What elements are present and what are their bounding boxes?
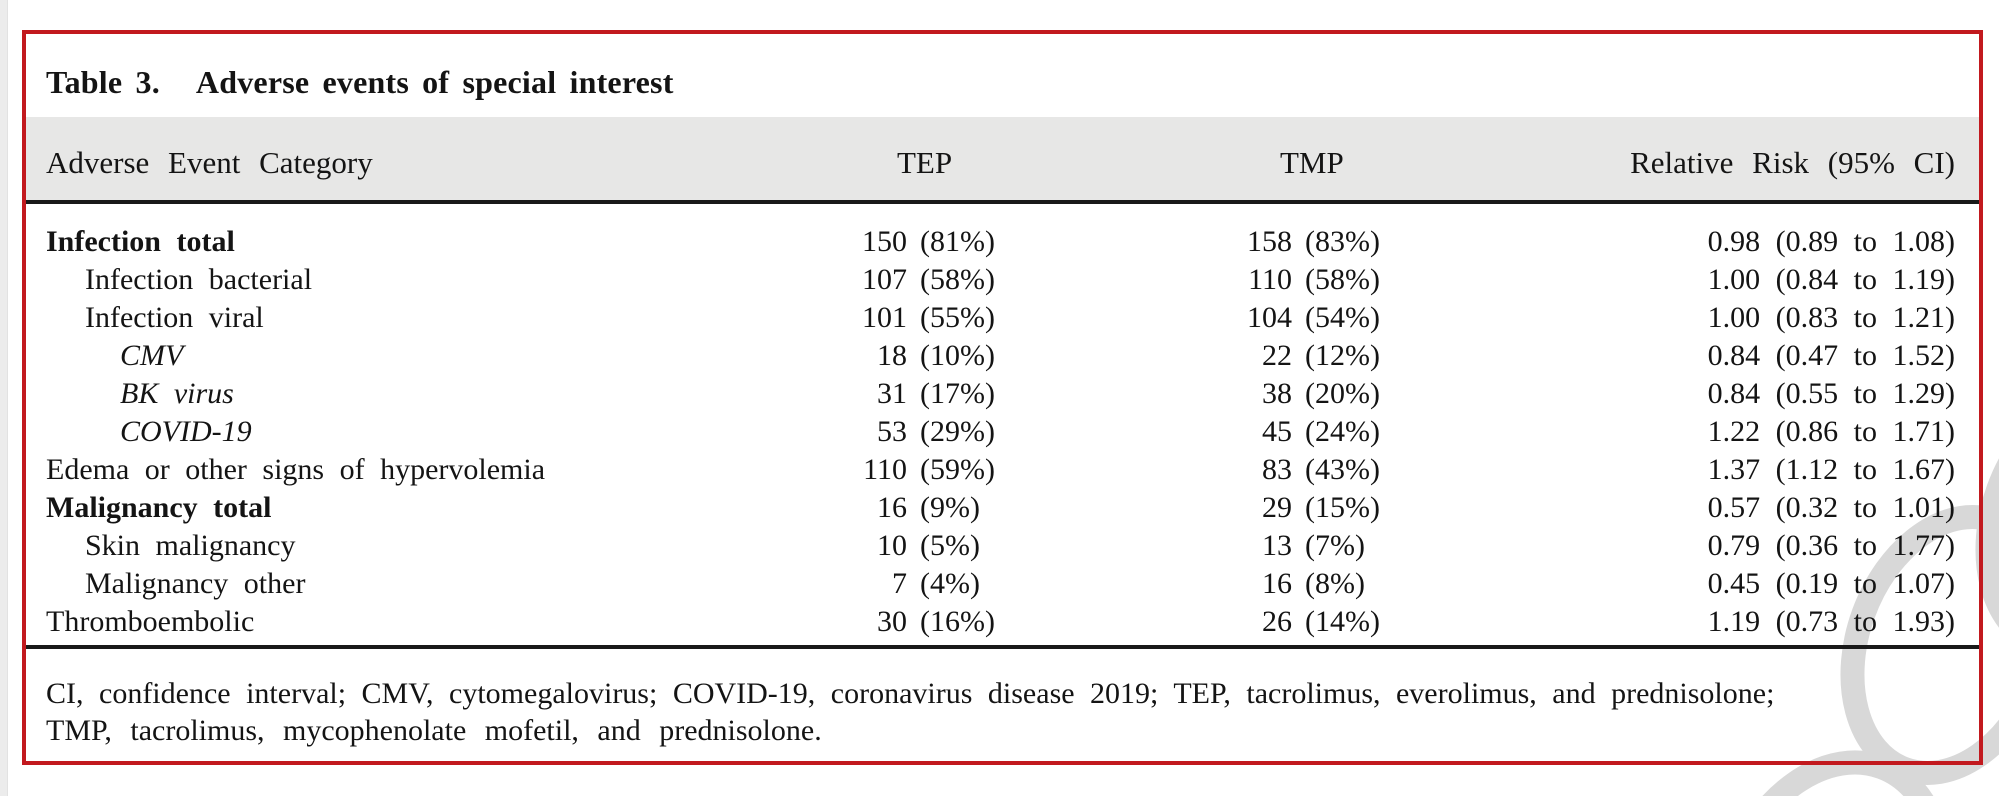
- row-tep-value: 7 (4%): [892, 567, 980, 600]
- row-label: BK virus: [120, 377, 234, 410]
- row-relative-risk: 1.19 (0.73 to 1.93): [1707, 605, 1955, 638]
- table-title-bar: Table 3. Adverse events of special inter…: [26, 34, 1979, 117]
- footnote-line-2: TMP, tacrolimus, mycophenolate mofetil, …: [46, 714, 822, 747]
- table-footnote: CI, confidence interval; CMV, cytomegalo…: [26, 649, 1979, 749]
- row-relative-risk: 1.00 (0.83 to 1.21): [1707, 301, 1955, 334]
- table-row: Skin malignancy 10 (5%) 13 (7%) 0.79 (0.36…: [26, 527, 1979, 565]
- row-label: COVID-19: [120, 415, 252, 448]
- row-relative-risk: 1.22 (0.86 to 1.71): [1707, 415, 1955, 448]
- table-body: Infection total 150 (81%) 158 (83%) 0.98 (…: [26, 223, 1979, 641]
- row-label: Skin malignancy: [85, 529, 296, 562]
- table-row: Infection bacterial 107 (58%) 110 (58%) 1.…: [26, 261, 1979, 299]
- row-relative-risk: 0.84 (0.47 to 1.52): [1707, 339, 1955, 372]
- row-tmp-value: 83 (43%): [1262, 453, 1380, 486]
- row-relative-risk: 1.00 (0.84 to 1.19): [1707, 263, 1955, 296]
- row-tmp-value: 26 (14%): [1262, 605, 1380, 638]
- row-tmp-value: 16 (8%): [1262, 567, 1365, 600]
- table-row: Malignancy total 16 (9%) 29 (15%) 0.57 (0.…: [26, 489, 1979, 527]
- row-tmp-value: 29 (15%): [1262, 491, 1380, 524]
- row-label: Infection viral: [85, 301, 264, 334]
- row-relative-risk: 0.98 (0.89 to 1.08): [1707, 225, 1955, 258]
- row-tep-value: 18 (10%): [877, 339, 995, 372]
- table-row: Infection total 150 (81%) 158 (83%) 0.98 (…: [26, 223, 1979, 261]
- row-relative-risk: 0.45 (0.19 to 1.07): [1707, 567, 1955, 600]
- adverse-events-table: Infection total 150 (81%) 158 (83%) 0.98 (…: [26, 223, 1979, 641]
- table-row: Malignancy other 7 (4%) 16 (8%) 0.45 (0.19…: [26, 565, 1979, 603]
- row-relative-risk: 0.84 (0.55 to 1.29): [1707, 377, 1955, 410]
- header-category: Adverse Event Category: [46, 144, 373, 180]
- table-frame: Table 3. Adverse events of special inter…: [22, 30, 1983, 765]
- table-row: COVID-19 53 (29%) 45 (24%) 1.22 (0.86 to 1…: [26, 413, 1979, 451]
- row-tmp-value: 38 (20%): [1262, 377, 1380, 410]
- row-relative-risk: 0.79 (0.36 to 1.77): [1707, 529, 1955, 562]
- table-body-section: Infection total 150 (81%) 158 (83%) 0.98 (…: [26, 204, 1979, 645]
- header-bottom-rule: [26, 200, 1979, 204]
- row-label: Thromboembolic: [46, 605, 255, 638]
- table-row: CMV 18 (10%) 22 (12%) 0.84 (0.47 to 1.52): [26, 337, 1979, 375]
- row-tmp-value: 22 (12%): [1262, 339, 1380, 372]
- row-tmp-value: 45 (24%): [1262, 415, 1380, 448]
- row-tep-value: 16 (9%): [877, 491, 980, 524]
- table-row: Thromboembolic 30 (16%) 26 (14%) 1.19 (0.7…: [26, 603, 1979, 641]
- table-row: Infection viral 101 (55%) 104 (54%) 1.00 (…: [26, 299, 1979, 337]
- row-label: Malignancy total: [46, 491, 272, 524]
- table-row: BK virus 31 (17%) 38 (20%) 0.84 (0.55 to 1…: [26, 375, 1979, 413]
- row-tep-value: 101 (55%): [862, 301, 995, 334]
- table-number-label: Table 3.: [46, 64, 160, 100]
- row-relative-risk: 0.57 (0.32 to 1.01): [1707, 491, 1955, 524]
- row-tmp-value: 110 (58%): [1248, 263, 1380, 296]
- row-tep-value: 53 (29%): [877, 415, 995, 448]
- row-tmp-value: 104 (54%): [1247, 301, 1380, 334]
- header-relative-risk: Relative Risk (95% CI): [1630, 144, 1955, 180]
- row-tep-value: 30 (16%): [877, 605, 995, 638]
- row-tmp-value: 158 (83%): [1247, 225, 1380, 258]
- row-label: Infection total: [46, 225, 235, 258]
- row-tep-value: 31 (17%): [877, 377, 995, 410]
- row-tep-value: 10 (5%): [877, 529, 980, 562]
- row-label: Edema or other signs of hypervolemia: [46, 453, 546, 486]
- row-tep-value: 150 (81%): [862, 225, 995, 258]
- header-tep-cell: TEP: [806, 145, 1136, 181]
- header-tmp: TMP: [1280, 144, 1344, 180]
- row-label: Infection bacterial: [85, 263, 313, 296]
- table-title: Adverse events of special interest: [195, 64, 674, 100]
- row-label: Malignancy other: [85, 567, 306, 600]
- row-tep-value: 107 (58%): [862, 263, 995, 296]
- row-tep-value: 110 (59%): [863, 453, 995, 486]
- header-tep: TEP: [897, 144, 953, 180]
- footnote-line-1: CI, confidence interval; CMV, cytomegalo…: [46, 677, 1775, 710]
- table-header-row: Adverse Event Category TEP TMP Relative …: [26, 117, 1979, 200]
- table-row: Edema or other signs of hypervolemia 110…: [26, 451, 1979, 489]
- row-tmp-value: 13 (7%): [1262, 529, 1365, 562]
- footnote-top-rule: [26, 645, 1979, 649]
- header-tmp-cell: TMP: [1136, 145, 1466, 181]
- page-edge: [0, 0, 8, 796]
- row-label: CMV: [120, 339, 184, 372]
- row-relative-risk: 1.37 (1.12 to 1.67): [1707, 453, 1955, 486]
